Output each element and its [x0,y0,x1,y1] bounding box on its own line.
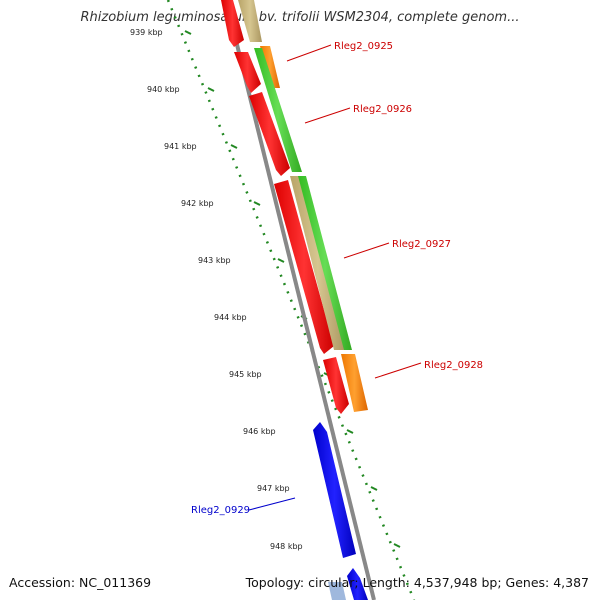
cds-feature [234,52,261,93]
reverse-strand-genes [313,422,368,600]
tick-mark [370,486,378,491]
tick-mark [184,30,192,35]
gene-labels: Rleg2_0925 Rleg2_0926 Rleg2_0927 Rleg2_0… [191,41,483,516]
label-leader-line [304,107,351,124]
genome-stats-text: Topology: circular; Length: 4,537,948 bp… [245,575,589,590]
map-title: Rhizobium leguminosarum bv. trifolii WSM… [80,10,520,25]
cog-feature-tan [290,176,346,350]
tick-mark [393,543,401,548]
cog-feature-orange [341,354,368,412]
label-leader-line [248,497,296,511]
cds-feature [274,180,334,354]
cog-feature-tan [238,0,262,42]
gene-label-rleg2-0928: Rleg2_0928 [424,360,483,371]
accession-text: Accession: NC_011369 [9,575,152,590]
tick-label: 940 kbp [147,85,180,94]
tick-mark [207,87,215,92]
gene-label-rleg2-0926: Rleg2_0926 [353,104,412,115]
tick-label: 943 kbp [198,256,231,265]
cds-feature [323,357,349,414]
forward-strand-genes [221,0,349,414]
tick-mark [346,429,354,434]
tick-mark [277,258,285,263]
tick-label: 946 kbp [243,427,276,436]
tick-label: 942 kbp [181,199,214,208]
tick-mark [230,144,238,149]
tick-label: 948 kbp [270,542,303,551]
cog-feature-green [254,48,302,172]
cds-feature [328,582,346,600]
cds-feature [313,422,356,558]
cog-feature-orange [260,46,280,88]
tick-label: 947 kbp [257,484,290,493]
cog-track [238,0,368,412]
gene-label-rleg2-0929: Rleg2_0929 [191,505,250,516]
label-leader-line [286,44,332,62]
tick-mark [253,201,261,206]
gene-label-rleg2-0925: Rleg2_0925 [334,41,393,52]
cds-feature [347,568,368,600]
label-leader-line [374,362,422,379]
tick-label: 944 kbp [214,313,247,322]
tick-label: 945 kbp [229,370,262,379]
label-leader-line [343,242,390,259]
cog-feature-green [298,176,352,350]
tick-label: 939 kbp [130,28,163,37]
scale-track [166,0,416,600]
gene-label-rleg2-0927: Rleg2_0927 [392,239,451,250]
tick-label: 941 kbp [164,142,197,151]
cds-feature [249,92,290,176]
cds-feature [221,0,244,47]
